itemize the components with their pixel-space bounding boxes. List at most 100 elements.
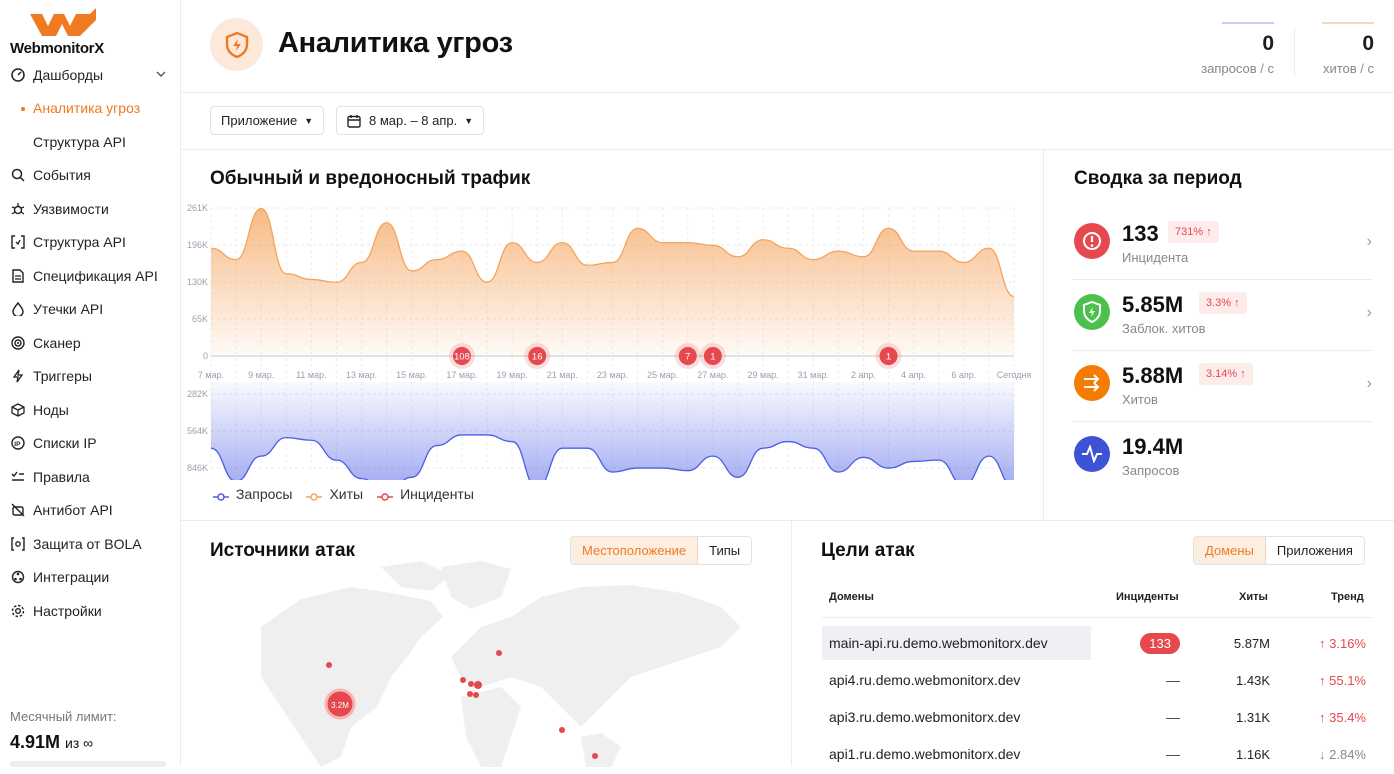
y-tick-label: 130K (187, 277, 208, 287)
sidebar-item-scanner[interactable]: Сканер (0, 326, 181, 360)
chevron-down-icon: ▼ (464, 115, 474, 126)
hits-trend-badge: 3.14% ↑ (1199, 363, 1253, 385)
date-range-label: 8 мар. – 8 апр. (369, 113, 458, 128)
map-marker[interactable] (496, 650, 502, 656)
sidebar-item-label: Структура API (33, 133, 126, 150)
blocked-hits-trend-badge: 3.3% ↑ (1199, 292, 1247, 314)
sidebar-item-triggers[interactable]: Триггеры (0, 360, 181, 394)
map-marker[interactable] (326, 662, 332, 668)
row-domain[interactable]: main-api.ru.demo.webmonitorx.dev (822, 626, 1091, 660)
col-hits[interactable]: Хиты (1239, 591, 1268, 603)
x-tick-label: 27 мар. (697, 370, 728, 380)
alert-circle-icon (1074, 223, 1110, 259)
x-tick-label: 29 мар. (747, 370, 778, 380)
incident-marker (879, 347, 898, 365)
logo-mark-icon (30, 8, 96, 36)
summary-requests: 19.4M Запросов (1072, 422, 1372, 493)
requests-line (1222, 22, 1274, 24)
hits-line (210, 207, 1015, 298)
row-domain[interactable]: api4.ru.demo.webmonitorx.dev (829, 672, 1021, 688)
sidebar-item-api-structure-dash[interactable]: Структура API (0, 125, 181, 159)
col-trend[interactable]: Тренд (1331, 591, 1364, 603)
legend-requests[interactable]: Запросы (213, 486, 292, 502)
row-incidents: — (1166, 746, 1180, 762)
metric-divider (1294, 28, 1295, 76)
sidebar-item-dashboards[interactable]: Дашборды (0, 58, 181, 92)
x-tick-label: 25 мар. (647, 370, 678, 380)
map-marker[interactable] (460, 677, 466, 683)
sidebar-item-api-structure[interactable]: Структура API (0, 226, 181, 260)
y-tick-label: 65K (192, 314, 208, 324)
bug-icon (10, 201, 26, 217)
table-row[interactable]: api1.ru.demo.webmonitorx.dev — 1.16K ↓ 2… (822, 737, 1372, 774)
chevron-right-icon[interactable]: › (1366, 375, 1372, 392)
table-row[interactable]: main-api.ru.demo.webmonitorx.dev 133 5.8… (822, 626, 1372, 663)
drop-icon (10, 301, 26, 317)
x-tick-label: 2 апр. (851, 370, 876, 380)
col-domains[interactable]: Домены (829, 591, 874, 603)
x-tick-label: 23 мар. (597, 370, 628, 380)
row-incidents: — (1166, 709, 1180, 725)
sidebar-item-api-leaks[interactable]: Утечки API (0, 293, 181, 327)
sidebar-item-settings[interactable]: Настройки (0, 594, 181, 628)
tab-domains[interactable]: Домены (1194, 537, 1266, 564)
sidebar-item-nodes[interactable]: Ноды (0, 393, 181, 427)
map-marker[interactable] (467, 691, 473, 697)
col-incidents[interactable]: Инциденты (1116, 591, 1179, 603)
application-select[interactable]: Приложение ▼ (210, 106, 325, 135)
chevron-down-icon (156, 71, 166, 77)
sidebar-item-antibot[interactable]: Антибот API (0, 494, 181, 528)
attack-targets-panel: Цели атак Домены Приложения Домены Инцид… (792, 521, 1394, 766)
tab-applications[interactable]: Приложения (1265, 537, 1364, 564)
map-cluster[interactable] (324, 688, 356, 720)
filter-bar: Приложение ▼ 8 мар. – 8 апр. ▼ (181, 93, 1394, 150)
ip-icon: IP (10, 435, 26, 451)
x-tick-label: 13 мар. (346, 370, 377, 380)
legend-hits[interactable]: Хиты (306, 486, 363, 502)
x-tick-label: Сегодня (997, 370, 1032, 380)
chart-legend: Запросы Хиты Инциденты (213, 486, 474, 502)
requests-total-label: Запросов (1122, 463, 1180, 478)
sidebar-item-label: Защита от BOLA (33, 535, 142, 552)
sidebar: WebmonitorX Дашборды Аналитика угроз Стр… (0, 0, 181, 767)
requests-label: запросов / с (1201, 61, 1274, 76)
hits-label: хитов / с (1322, 61, 1374, 76)
sidebar-item-events[interactable]: События (0, 159, 181, 193)
sidebar-item-bola[interactable]: Защита от BOLA (0, 527, 181, 561)
hits-line (1322, 22, 1374, 24)
sidebar-item-integrations[interactable]: Интеграции (0, 561, 181, 595)
sources-tabs: Местоположение Типы (570, 536, 753, 565)
row-domain[interactable]: api3.ru.demo.webmonitorx.dev (829, 709, 1021, 725)
y-tick-label: 196K (187, 240, 208, 250)
row-domain[interactable]: api1.ru.demo.webmonitorx.dev (829, 746, 1021, 762)
map-marker[interactable] (468, 681, 474, 687)
application-select-label: Приложение (221, 113, 298, 128)
badge-value: 731% (1175, 226, 1204, 238)
tab-location[interactable]: Местоположение (571, 537, 699, 564)
legend-incidents[interactable]: Инциденты (377, 486, 474, 502)
period-summary: Сводка за период 133 731% ↑ Инцидента › … (1044, 150, 1394, 521)
incident-count-label: 7 (685, 352, 690, 363)
row-trend: ↑ 35.4% (1319, 709, 1366, 725)
map-marker[interactable] (559, 727, 565, 733)
sidebar-item-api-spec[interactable]: Спецификация API (0, 259, 181, 293)
map-marker[interactable] (474, 681, 482, 689)
api-brackets-icon (10, 234, 26, 250)
sidebar-item-label: Дашборды (33, 66, 103, 83)
sidebar-item-vulnerabilities[interactable]: Уязвимости (0, 192, 181, 226)
sidebar-item-ip-lists[interactable]: IP Списки IP (0, 427, 181, 461)
sidebar-item-threat-analytics[interactable]: Аналитика угроз (0, 92, 181, 126)
tab-types[interactable]: Типы (698, 537, 752, 564)
blocked-hits-value: 5.85M (1122, 292, 1184, 317)
summary-hits[interactable]: 5.88M 3.14% ↑ Хитов › (1072, 351, 1372, 422)
date-range-select[interactable]: 8 мар. – 8 апр. ▼ (336, 106, 485, 135)
map-marker[interactable] (592, 753, 598, 759)
table-row[interactable]: api4.ru.demo.webmonitorx.dev — 1.43K ↑ 5… (822, 663, 1372, 700)
summary-incidents[interactable]: 133 731% ↑ Инцидента › (1072, 209, 1372, 280)
table-row[interactable]: api3.ru.demo.webmonitorx.dev — 1.31K ↑ 3… (822, 700, 1372, 737)
sidebar-item-rules[interactable]: Правила (0, 460, 181, 494)
chevron-right-icon[interactable]: › (1366, 304, 1372, 321)
chevron-right-icon[interactable]: › (1366, 233, 1372, 250)
summary-blocked-hits[interactable]: 5.85M 3.3% ↑ Заблок. хитов › (1072, 280, 1372, 351)
map-marker[interactable] (473, 692, 479, 698)
